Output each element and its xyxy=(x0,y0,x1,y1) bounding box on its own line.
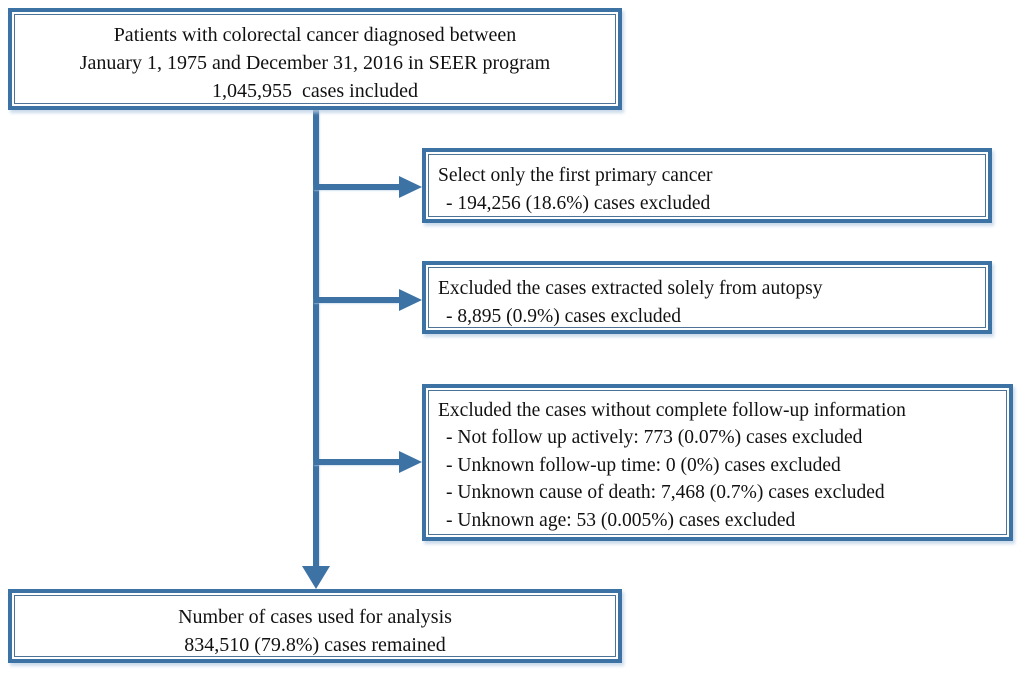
exclusion-title: Excluded the cases without complete foll… xyxy=(438,400,906,421)
exclusion-box-text: Excluded the cases without complete foll… xyxy=(429,391,1006,534)
arrow-right-icon xyxy=(399,451,422,473)
branch-line-2 xyxy=(314,297,401,303)
exclusion-title: Select only the first primary cancer xyxy=(438,165,713,186)
arrow-right-icon xyxy=(399,176,422,198)
final-line: 834,510 (79.8%) cases remained xyxy=(184,634,446,656)
exclusion-title: Excluded the cases extracted solely from… xyxy=(438,278,823,299)
branch-line-3 xyxy=(314,459,401,465)
exclusion-item: - Not follow up actively: 773 (0.07%) ca… xyxy=(446,427,863,449)
exclusion-box-autopsy: Excluded the cases extracted solely from… xyxy=(422,261,992,334)
arrow-right-icon xyxy=(399,289,422,311)
source-line: Patients with colorectal cancer diagnose… xyxy=(113,24,517,46)
exclusion-item: - Unknown age: 53 (0.005%) cases exclude… xyxy=(446,509,796,531)
exclusion-box-text: Excluded the cases extracted solely from… xyxy=(429,268,985,327)
source-line: January 1, 1975 and December 31, 2016 in… xyxy=(79,52,551,74)
final-line: Number of cases used for analysis xyxy=(178,606,452,628)
final-analysis-text: Number of cases used for analysis 834,51… xyxy=(15,596,615,656)
exclusion-item: - 8,895 (0.9%) cases excluded xyxy=(446,305,681,327)
exclusion-item: - Unknown cause of death: 7,468 (0.7%) c… xyxy=(446,482,885,504)
exclusion-box-first-primary: Select only the first primary cancer - 1… xyxy=(422,148,992,223)
vertical-connector-line xyxy=(313,110,319,568)
source-population-text: Patients with colorectal cancer diagnose… xyxy=(15,15,615,103)
source-line: 1,045,955 cases included xyxy=(211,80,419,102)
source-population-box: Patients with colorectal cancer diagnose… xyxy=(8,8,622,110)
exclusion-box-followup: Excluded the cases without complete foll… xyxy=(422,384,1013,541)
arrow-down-icon xyxy=(302,566,330,589)
exclusion-item: - Unknown follow-up time: 0 (0%) cases e… xyxy=(446,454,841,476)
branch-line-1 xyxy=(314,184,401,190)
exclusion-item: - 194,256 (18.6%) cases excluded xyxy=(446,192,711,214)
exclusion-box-text: Select only the first primary cancer - 1… xyxy=(429,155,985,216)
final-analysis-box: Number of cases used for analysis 834,51… xyxy=(8,589,622,663)
